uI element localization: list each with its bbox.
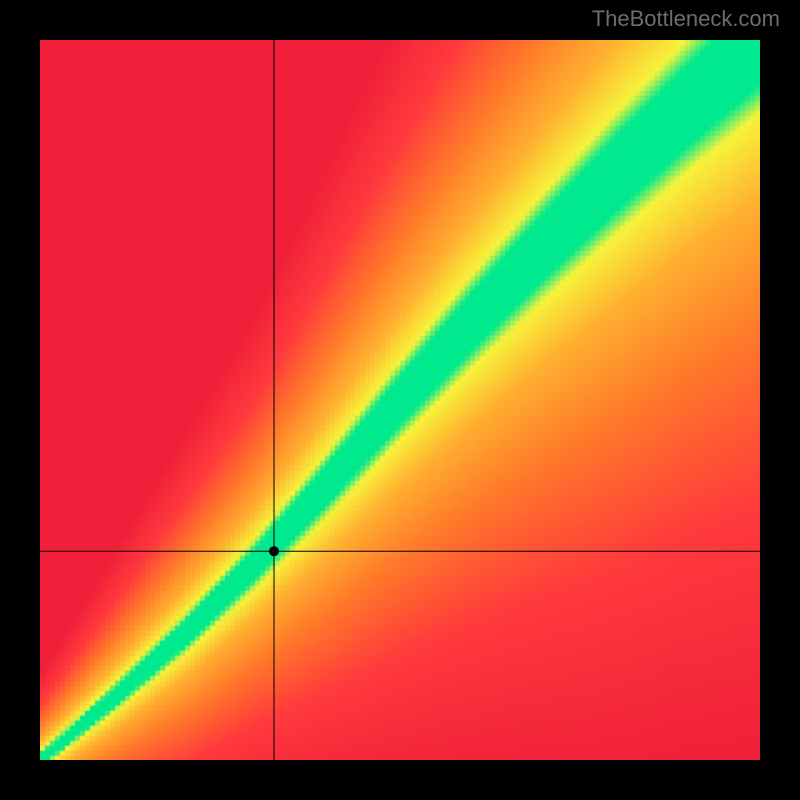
chart-container: TheBottleneck.com — [0, 0, 800, 800]
heatmap-canvas — [40, 40, 760, 760]
watermark-text: TheBottleneck.com — [592, 6, 780, 32]
